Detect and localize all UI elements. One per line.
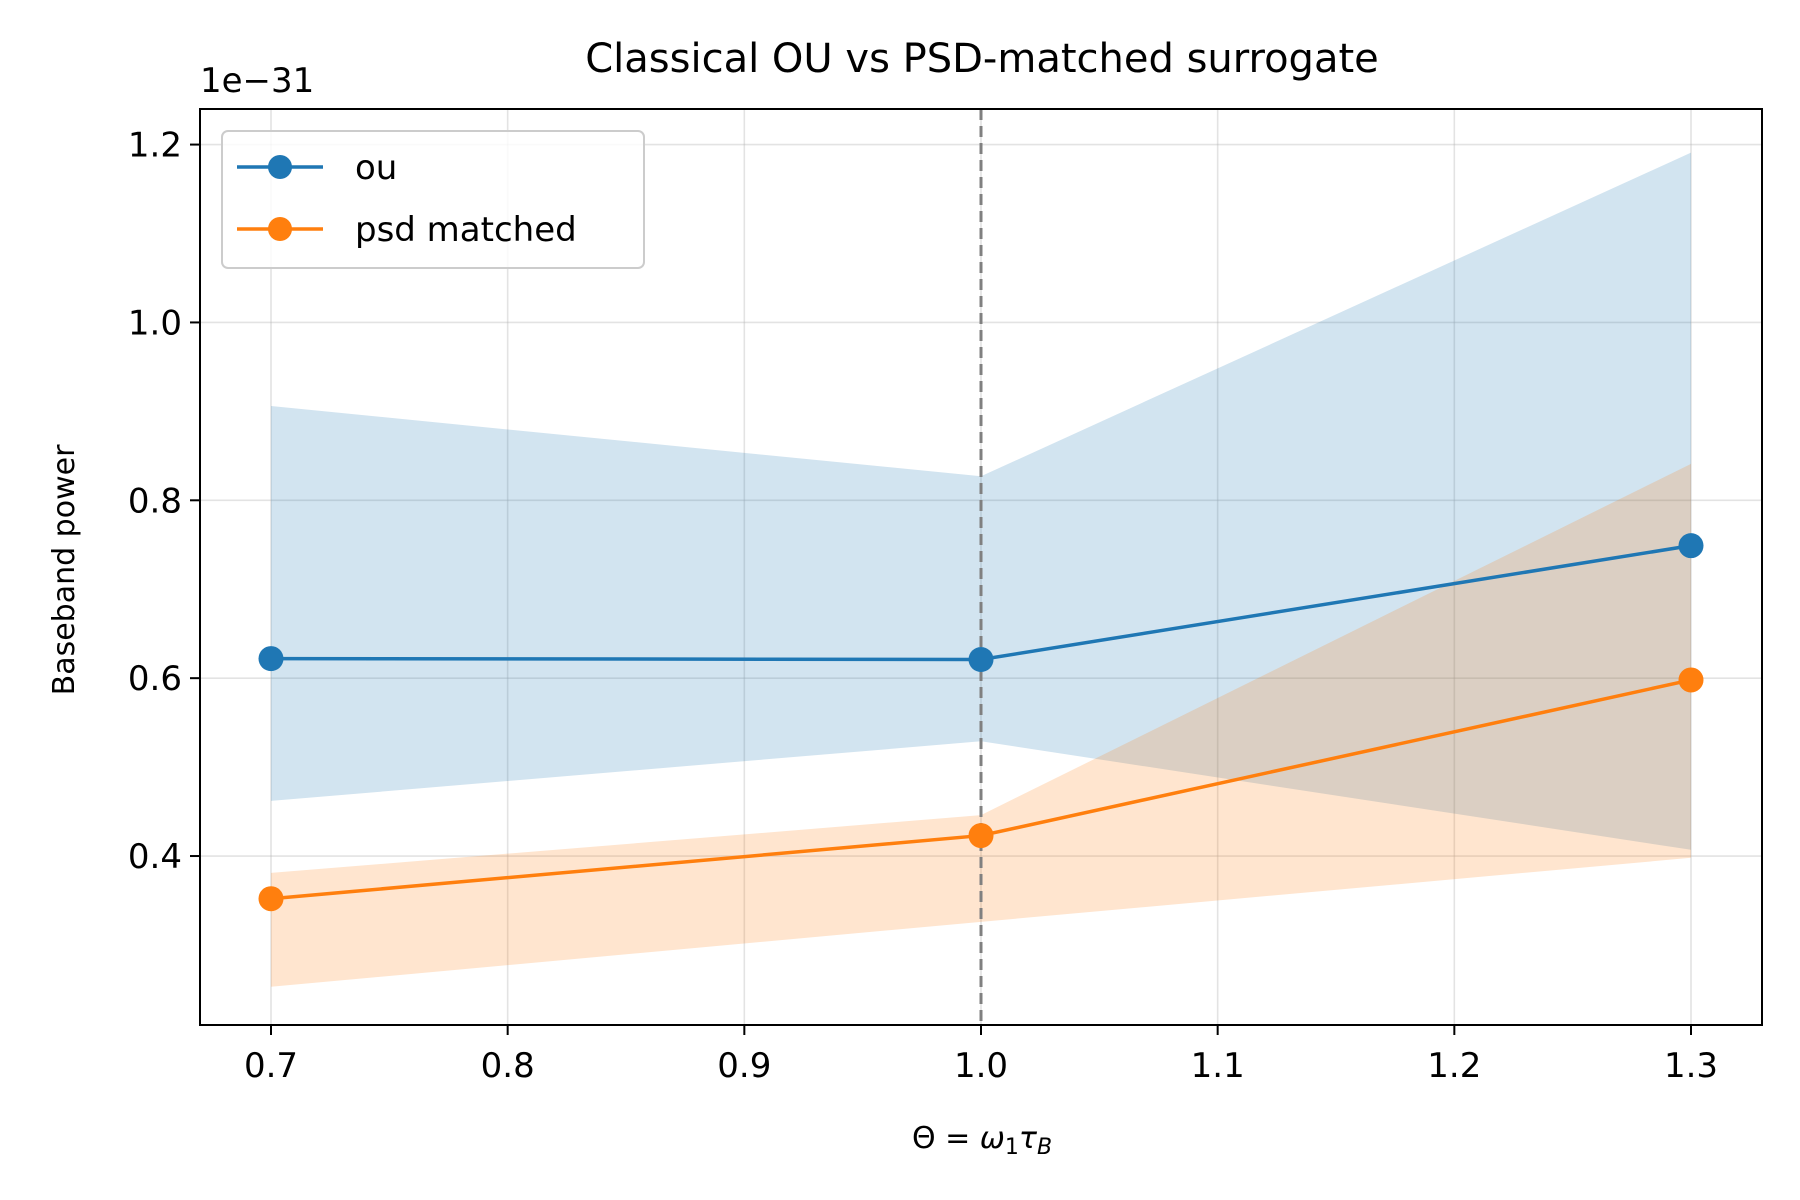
data-point-ou (1678, 533, 1704, 559)
chart-title: Classical OU vs PSD-matched surrogate (585, 36, 1379, 82)
data-point-ou (258, 646, 284, 672)
x-tick-label: 0.9 (717, 1046, 771, 1086)
x-tick-label: 1.1 (1191, 1046, 1245, 1086)
x-tick-label: 0.7 (244, 1046, 298, 1086)
y-offset-label: 1e−31 (200, 61, 314, 101)
data-point-psd-matched (1678, 667, 1704, 693)
data-point-psd-matched (968, 823, 994, 849)
legend-frame (221, 130, 645, 269)
y-tick-label: 0.6 (128, 659, 182, 699)
y-axis-title: Baseband power (47, 444, 82, 695)
tick-layer: 0.7 0.8 0.9 1.0 1.1 1.2 1.3 0.4 0.6 0.8 1.0 1.2 (128, 126, 1718, 1086)
x-axis-title: Θ = ω1τB (912, 1121, 1052, 1160)
point-layer (258, 533, 1704, 912)
legend: ou psd matched (221, 130, 645, 269)
y-tick-label: 1.0 (128, 303, 182, 343)
y-tick-label: 0.8 (128, 481, 182, 521)
y-tick-label: 0.4 (128, 837, 182, 877)
legend-marker-ou (268, 155, 292, 179)
y-tick-label: 1.2 (128, 126, 182, 166)
x-tick-label: 1.3 (1664, 1046, 1718, 1086)
x-tick-label: 1.2 (1427, 1046, 1481, 1086)
data-point-psd-matched (258, 886, 284, 912)
x-tick-label: 0.8 (481, 1046, 535, 1086)
x-tick-label: 1.0 (954, 1046, 1008, 1086)
band-psd-matched (271, 463, 1691, 987)
legend-label-psd-matched: psd matched (355, 210, 577, 250)
legend-marker-psd-matched (268, 217, 292, 241)
data-point-ou (968, 646, 994, 672)
legend-label-ou: ou (355, 148, 397, 188)
